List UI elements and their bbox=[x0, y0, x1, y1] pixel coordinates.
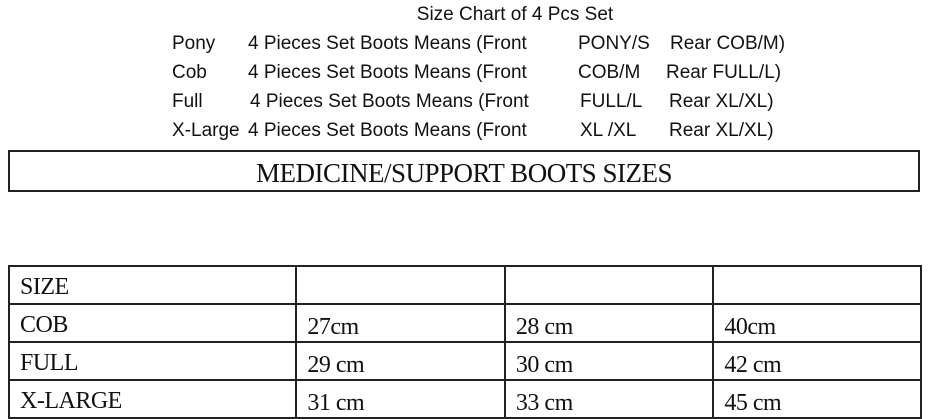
table-cell: 27cm bbox=[295, 303, 506, 343]
size-label: Pony bbox=[172, 33, 216, 54]
size-description: 4 Pieces Set Boots Means (Front bbox=[248, 62, 527, 83]
table-cell: 30 cm bbox=[503, 341, 715, 381]
front-size: PONY/S bbox=[578, 33, 650, 54]
table-header-cell bbox=[295, 265, 506, 305]
table-row: FULL 29 cm 30 cm 42 cm bbox=[7, 341, 922, 381]
front-size: FULL/L bbox=[580, 91, 643, 112]
size-description: 4 Pieces Set Boots Means (Front bbox=[250, 91, 529, 112]
size-description: 4 Pieces Set Boots Means (Front bbox=[248, 33, 527, 54]
front-size: XL /XL bbox=[580, 120, 637, 141]
size-label: Cob bbox=[172, 62, 207, 83]
front-size: COB/M bbox=[578, 62, 641, 83]
table-cell: 42 cm bbox=[712, 341, 922, 381]
rear-size: Rear XL/XL) bbox=[669, 91, 774, 112]
table-cell: 28 cm bbox=[503, 303, 715, 343]
table-header-cell bbox=[712, 265, 922, 305]
table-header-row: SIZE bbox=[7, 265, 922, 305]
size-label: X-Large bbox=[172, 120, 240, 141]
boot-size-table: SIZE COB 27cm 28 cm 40cm FULL 29 cm 30 c… bbox=[7, 265, 922, 419]
size-label: Full bbox=[172, 91, 203, 112]
table-cell: 29 cm bbox=[295, 341, 506, 381]
size-chart-title: Size Chart of 4 Pcs Set bbox=[416, 4, 614, 25]
table-cell: 40cm bbox=[712, 303, 922, 343]
table-header-cell: SIZE bbox=[7, 265, 298, 305]
rear-size: Rear XL/XL) bbox=[669, 120, 774, 141]
table-header-cell bbox=[503, 265, 715, 305]
row-size-label: COB bbox=[7, 303, 298, 343]
rear-size: Rear COB/M) bbox=[670, 33, 786, 54]
table-row: X-LARGE 31 cm 33 cm 45 cm bbox=[7, 379, 922, 419]
row-size-label: FULL bbox=[7, 341, 298, 381]
table-cell: 33 cm bbox=[503, 379, 715, 419]
medicine-boots-banner: MEDICINE/SUPPORT BOOTS SIZES bbox=[8, 150, 920, 192]
rear-size: Rear FULL/L) bbox=[666, 62, 782, 83]
table-cell: 45 cm bbox=[712, 379, 922, 419]
table-cell: 31 cm bbox=[295, 379, 506, 419]
row-size-label: X-LARGE bbox=[7, 379, 298, 419]
table-row: COB 27cm 28 cm 40cm bbox=[7, 303, 922, 343]
size-description: 4 Pieces Set Boots Means (Front bbox=[248, 120, 527, 141]
